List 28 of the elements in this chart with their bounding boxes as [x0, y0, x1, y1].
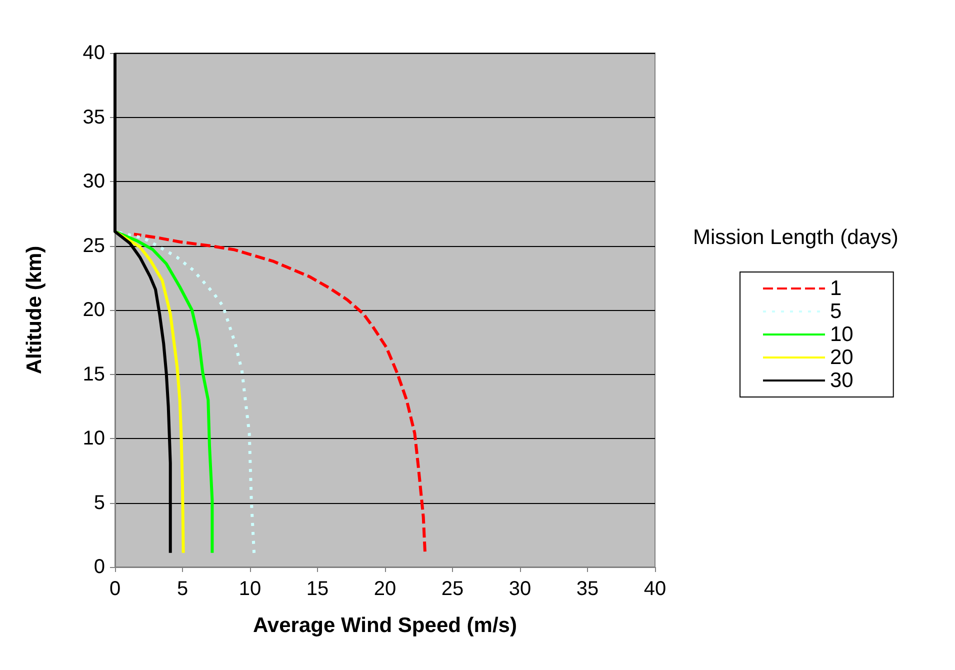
- y-tick-label: 0: [94, 556, 105, 578]
- x-tick-label: 35: [576, 578, 599, 600]
- legend-label: 5: [830, 300, 842, 323]
- line-series: [114, 230, 214, 554]
- y-tick-label: 15: [82, 363, 105, 386]
- x-tick-label: 40: [644, 578, 666, 600]
- legend-label: 30: [830, 369, 854, 392]
- x-tick-label: 15: [306, 578, 329, 600]
- legend-label: 10: [830, 323, 854, 346]
- line-series: [132, 232, 426, 554]
- y-tick-label: 5: [94, 492, 105, 514]
- x-tick-label: 25: [441, 578, 464, 600]
- x-tick-label: 5: [176, 578, 188, 600]
- x-tick-label: 20: [374, 578, 396, 600]
- y-tick-label: 35: [82, 106, 105, 128]
- y-axis-title: Altitude (km): [23, 246, 46, 374]
- legend-label: 20: [830, 346, 854, 369]
- legend-label: 1: [830, 277, 842, 300]
- x-tick-label: 10: [238, 578, 262, 600]
- y-tick-label: 40: [82, 42, 105, 64]
- legend-title: Mission Length (days): [693, 226, 898, 249]
- x-tick-label: 0: [109, 578, 121, 600]
- x-axis-title: Average Wind Speed (m/s): [253, 614, 517, 637]
- y-tick-label: 25: [82, 234, 105, 257]
- y-tick-label: 10: [82, 428, 105, 450]
- y-tick-label: 30: [82, 170, 105, 192]
- x-tick-label: 30: [508, 578, 532, 600]
- y-tick-label: 20: [82, 299, 105, 321]
